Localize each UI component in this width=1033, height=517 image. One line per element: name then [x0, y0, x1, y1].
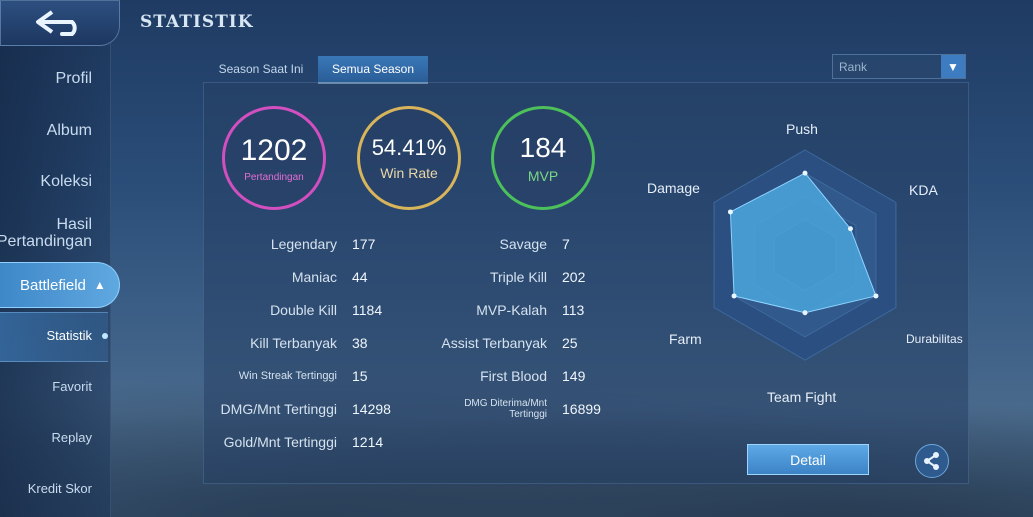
mvp-label: MVP [527, 168, 559, 184]
stat-label: Maniac [291, 269, 337, 285]
stat-value: 38 [352, 335, 368, 351]
radar-label-kda: KDA [909, 182, 938, 198]
stat-value: 149 [562, 368, 586, 384]
stat-value: 44 [352, 269, 368, 285]
radar-label-team-fight: Team Fight [767, 389, 837, 405]
matches-value: 1202 [240, 133, 308, 167]
stat-value: 14298 [352, 401, 391, 417]
radar-point-durabilitas [873, 293, 879, 299]
rank-dropdown[interactable]: Rank ▼ [832, 54, 966, 79]
stat-label: First Blood [480, 368, 547, 384]
stat-label: MVP-Kalah [476, 302, 547, 318]
stat-label: Triple Kill [489, 269, 547, 285]
sidebar-item-label: Battlefield [20, 276, 86, 294]
stat-value: 1184 [352, 302, 383, 318]
stat-value: 177 [352, 236, 376, 252]
stat-value: 7 [562, 236, 570, 252]
stat-label: Assist Terbanyak [441, 335, 547, 351]
stat-label: Kill Terbanyak [250, 335, 337, 351]
sidebar-subitem-statistik[interactable]: Statistik [46, 328, 92, 343]
mvp-value: 184 [519, 132, 567, 163]
stat-label: Savage [499, 236, 547, 252]
sidebar-subitem-favorit[interactable]: Favorit [52, 379, 92, 394]
stat-value: 15 [352, 368, 368, 384]
stat-label: Legendary [270, 236, 337, 252]
radar-chart [713, 149, 897, 361]
sidebar [0, 0, 120, 517]
radar-point-kda [847, 226, 853, 232]
chevron-up-icon: ▲ [93, 278, 106, 292]
back-arrow-icon [36, 10, 77, 36]
tab-season-saat-ini[interactable]: Season Saat Ini [218, 62, 304, 76]
mvp-circle: 184 MVP [491, 106, 595, 210]
share-button[interactable] [915, 444, 949, 478]
rank-dropdown-value: Rank [839, 59, 868, 74]
active-dot-icon [102, 333, 108, 339]
stat-label: DMG Diterima/Mnt Tertinggi [464, 398, 547, 420]
radar-label-damage: Damage [647, 180, 700, 196]
chevron-down-icon[interactable]: ▼ [941, 55, 965, 78]
sidebar-item-battlefield[interactable]: Battlefield ▲ [0, 262, 120, 308]
stat-value: 16899 [562, 401, 601, 417]
matches-label: Pertandingan [244, 171, 304, 183]
stat-label: Double Kill [270, 302, 337, 318]
radar-point-team-fight [802, 310, 808, 316]
stat-value: 113 [562, 302, 585, 318]
share-icon [924, 452, 939, 470]
matches-circle: 1202 Pertandingan [222, 106, 326, 210]
stat-label: Win Streak Tertinggi [238, 370, 337, 382]
stat-label: Gold/Mnt Tertinggi [223, 434, 337, 450]
detail-button[interactable]: Detail [747, 444, 869, 475]
stat-label: DMG/Mnt Tertinggi [220, 401, 337, 417]
radar-point-push [802, 170, 808, 176]
radar-point-damage [727, 209, 733, 215]
radar-label-durabilitas: Durabilitas [906, 332, 963, 346]
tab-semua-season[interactable]: Semua Season [318, 56, 428, 84]
sidebar-item-profil[interactable]: Profil [55, 70, 92, 87]
radar-label-push: Push [786, 121, 818, 137]
sidebar-subitem-statistik-highlight [0, 312, 108, 362]
radar-point-farm [731, 293, 737, 299]
sidebar-subitem-replay[interactable]: Replay [51, 430, 92, 445]
win-rate-value: 54.41% [371, 135, 447, 160]
stat-value: 1214 [352, 434, 384, 450]
win-rate-circle: 54.41% Win Rate [357, 106, 461, 210]
sidebar-item-album[interactable]: Album [46, 122, 92, 139]
sidebar-item-hasil-pertandingan[interactable]: Hasil Pertandingan [0, 216, 92, 250]
win-rate-label: Win Rate [380, 165, 438, 181]
radar-label-farm: Farm [669, 331, 702, 347]
stat-value: 25 [562, 335, 578, 351]
sidebar-subitem-kredit-skor[interactable]: Kredit Skor [27, 481, 92, 496]
back-button[interactable] [0, 0, 120, 46]
page-title: STATISTIK [140, 12, 254, 32]
sidebar-item-koleksi[interactable]: Koleksi [40, 173, 92, 190]
stat-value: 202 [562, 269, 586, 285]
